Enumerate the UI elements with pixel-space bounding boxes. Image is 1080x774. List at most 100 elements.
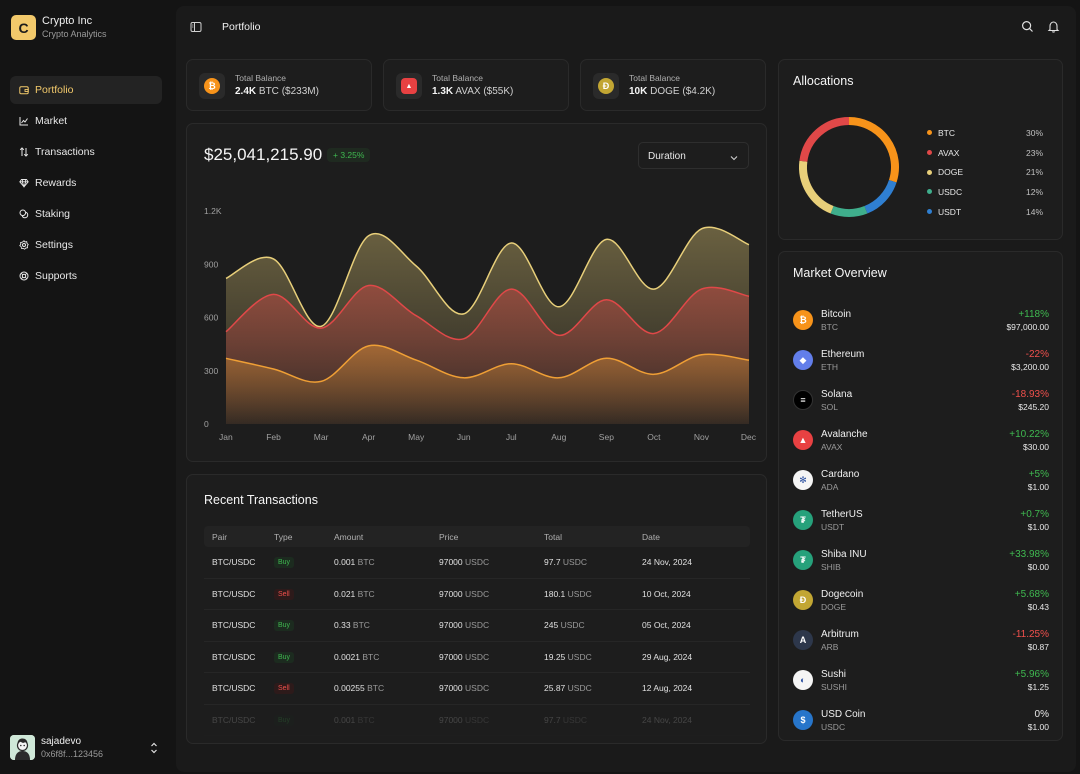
avatar — [10, 735, 35, 760]
bell-icon[interactable] — [1047, 20, 1060, 33]
balance-label: Total Balance — [432, 73, 484, 83]
amount-unit: BTC — [352, 620, 370, 631]
table-row[interactable]: BTC/USDC Buy 0.001 BTC 97000 USDC 97.7 USDC 2… — [204, 547, 750, 579]
donut-slice-usdc[interactable] — [830, 205, 868, 217]
market-item-ada[interactable]: ✻ Cardano ADA +5% $1.00 — [793, 460, 1049, 500]
coin-symbol: ADA — [821, 481, 839, 492]
market-item-sushi[interactable]: ◐ Sushi SUSHI +5.96% $1.25 — [793, 660, 1049, 700]
market-item-usdc[interactable]: $ USD Coin USDC 0% $1.00 — [793, 700, 1049, 740]
market-item-btc[interactable]: ₿ Bitcoin BTC +118% $97,000.00 — [793, 300, 1049, 340]
avax-coin-icon: ▲ — [401, 78, 417, 94]
market-item-arb[interactable]: A Arbitrum ARB -11.25% $0.87 — [793, 620, 1049, 660]
table-row[interactable]: BTC/USDC Buy 0.33 BTC 97000 USDC 245 USDC 05 … — [204, 610, 750, 642]
sidebar-item-supports[interactable]: Supports — [10, 262, 162, 290]
x-tick-label: Apr — [362, 432, 375, 442]
allocations-legend: BTC 30% AVAX 23% DOGE 21% USDC 12% USDT 14% — [927, 123, 1043, 221]
market-item-avax[interactable]: ▲ Avalanche AVAX +10.22% $30.00 — [793, 420, 1049, 460]
sidebar-item-portfolio[interactable]: Portfolio — [10, 76, 162, 104]
market-item-doge[interactable]: Ð Dogecoin DOGE +5.68% $0.43 — [793, 580, 1049, 620]
brand-name: Crypto Inc — [42, 15, 93, 27]
coin-symbol: USDT — [821, 521, 845, 532]
x-tick-label: Jun — [457, 432, 471, 442]
allocations-title: Allocations — [793, 74, 854, 88]
cell-type: Sell — [274, 682, 334, 695]
balance-card-btc[interactable]: ₿ Total Balance 2.4K BTC ($233M) — [186, 59, 372, 111]
table-row[interactable]: BTC/USDC Buy 0.001 BTC 97000 USDC 97.7 USDC 2… — [204, 705, 750, 736]
coin-price: $1.25 — [1027, 681, 1049, 692]
gear-icon — [19, 240, 29, 250]
legend-name: AVAX — [938, 147, 960, 158]
legend-name: DOGE — [938, 167, 964, 178]
donut-slice-btc[interactable] — [848, 117, 899, 183]
user-account[interactable]: sajadevo 0x6f8f...123456 — [10, 735, 160, 760]
coin-name: Avalanche — [821, 428, 868, 440]
coin-symbol: BTC — [821, 321, 838, 332]
sidebar-toggle-icon[interactable] — [190, 20, 202, 32]
coin-symbol: ARB — [821, 641, 839, 652]
cell-amount: 0.33 BTC — [334, 620, 439, 630]
coin-change: +5.96% — [1014, 668, 1049, 680]
cell-total: 245 USDC — [544, 620, 642, 630]
coin-name: Dogecoin — [821, 588, 864, 600]
doge-coin-icon: Ð — [598, 78, 614, 94]
coin-price: $1.00 — [1027, 521, 1049, 532]
cell-amount: 0.001 BTC — [334, 715, 439, 725]
type-badge: Sell — [274, 683, 294, 695]
price-value: 97000 — [439, 651, 463, 662]
sidebar-item-market[interactable]: Market — [10, 107, 162, 135]
btc-coin-icon: ₿ — [204, 78, 220, 94]
cell-total: 97.7 USDC — [544, 715, 642, 725]
sidebar-item-label: Supports — [35, 270, 78, 282]
gem-icon — [19, 178, 29, 188]
balance-card-doge[interactable]: Ð Total Balance 10K DOGE ($4.2K) — [580, 59, 766, 111]
y-tick-label: 1.2K — [204, 206, 222, 216]
cell-pair: BTC/USDC — [212, 651, 256, 662]
market-item-usdt[interactable]: ₮ TetherUS USDT +0.7% $1.00 — [793, 500, 1049, 540]
coin-name: USD Coin — [821, 708, 866, 720]
sidebar-item-transactions[interactable]: Transactions — [10, 138, 162, 166]
price-value: 97000 — [439, 683, 463, 694]
coin-name: Cardano — [821, 468, 860, 480]
balance-card-avax[interactable]: ▲ Total Balance 1.3K AVAX ($55K) — [383, 59, 569, 111]
price-unit: USDC — [465, 557, 490, 568]
cell-price: 97000 USDC — [439, 715, 544, 725]
balance-value: 10K DOGE ($4.2K) — [629, 86, 716, 97]
sidebar-item-settings[interactable]: Settings — [10, 231, 162, 259]
x-tick-label: May — [408, 432, 425, 442]
type-badge: Buy — [274, 620, 295, 632]
cell-price: 97000 USDC — [439, 652, 544, 662]
coin-change: +5% — [1028, 468, 1049, 480]
type-badge: Sell — [274, 588, 294, 600]
brand[interactable]: C Crypto Inc Crypto Analytics — [11, 15, 107, 40]
search-icon[interactable] — [1021, 20, 1034, 33]
arb-icon: A — [793, 630, 813, 650]
coin-change: +118% — [1018, 308, 1049, 320]
eth-icon: ◆ — [793, 350, 813, 370]
duration-select[interactable]: Duration — [638, 142, 749, 169]
market-item-sol[interactable]: ≡ Solana SOL -18.93% $245.20 — [793, 380, 1049, 420]
table-row[interactable]: BTC/USDC Sell 0.00255 BTC 97000 USDC 25.87 U… — [204, 673, 750, 705]
user-name: sajadevo — [41, 735, 82, 747]
balance-label: Total Balance — [235, 73, 287, 83]
legend-dot — [927, 150, 932, 156]
market-item-eth[interactable]: ◆ Ethereum ETH -22% $3,200.00 — [793, 340, 1049, 380]
price-unit: USDC — [465, 714, 490, 725]
market-item-shib[interactable]: ₮ Shiba INU SHIB +33.98% $0.00 — [793, 540, 1049, 580]
cell-pair: BTC/USDC — [212, 557, 256, 568]
sidebar-item-staking[interactable]: Staking — [10, 200, 162, 228]
donut-slice-usdt[interactable] — [864, 179, 897, 214]
amount-value: 0.001 — [334, 714, 356, 725]
transactions-title: Recent Transactions — [204, 493, 318, 507]
donut-slice-avax[interactable] — [799, 117, 850, 162]
sidebar-item-rewards[interactable]: Rewards — [10, 169, 162, 197]
table-row[interactable]: BTC/USDC Buy 0.0021 BTC 97000 USDC 19.25 USD… — [204, 642, 750, 673]
shib-icon: ₮ — [793, 550, 813, 570]
coin-name: Shiba INU — [821, 548, 867, 560]
donut-slice-doge[interactable] — [799, 160, 834, 214]
table-row[interactable]: BTC/USDC Sell 0.021 BTC 97000 USDC 180.1 USD… — [204, 579, 750, 610]
legend-item-usdt: USDT 14% — [927, 202, 1043, 222]
cell-total: 25.87 USDC — [544, 683, 642, 693]
chevron-updown-icon[interactable] — [148, 741, 160, 755]
cell-total: 19.25 USDC — [544, 652, 642, 662]
cell-amount: 0.00255 BTC — [334, 683, 439, 693]
